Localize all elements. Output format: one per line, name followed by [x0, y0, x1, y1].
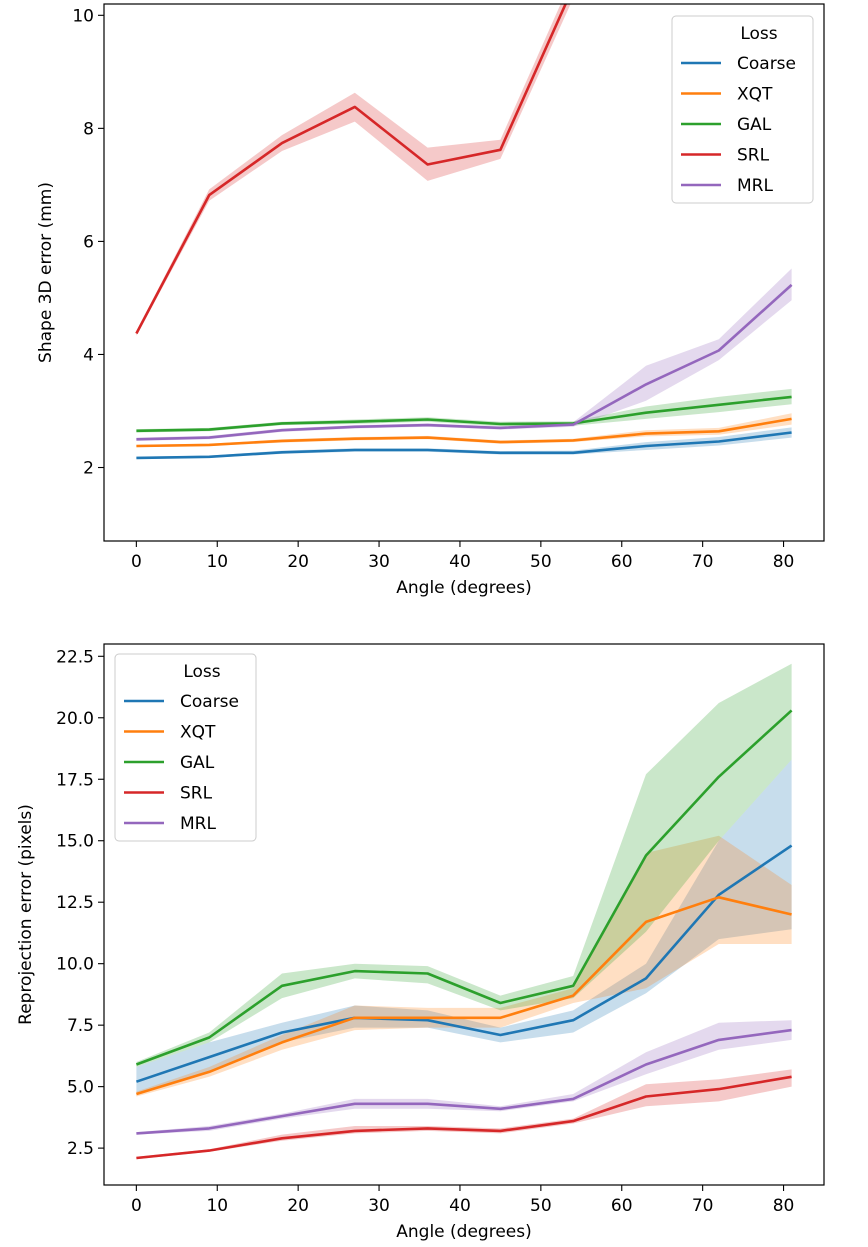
x-tick-label: 0: [131, 552, 142, 572]
plot-area: [135, 663, 793, 1160]
y-tick-label: 8: [83, 119, 94, 139]
series-line-srl: [135, 4, 568, 335]
legend-title: Loss: [183, 662, 220, 682]
y-tick-label: 15.0: [56, 832, 94, 852]
series-line-xqt: [136, 895, 792, 1096]
y-axis-label: Reprojection error (pixels): [16, 804, 36, 1025]
x-tick-label: 80: [773, 1196, 795, 1216]
legend-title: Loss: [740, 24, 777, 44]
band-xqt: [136, 835, 792, 1097]
x-tick-label: 10: [206, 1196, 228, 1216]
shape-error-chart: 0 10 20 30 40 50 60 70 80 2 4 6 8 10 Angle (degrees) Sh…: [36, 3, 825, 598]
x-tick-label: 30: [368, 1196, 390, 1216]
x-tick-label: 40: [449, 1196, 471, 1216]
x-tick-label: 70: [692, 552, 714, 572]
legend-label-mrl: MRL: [180, 814, 216, 834]
series-line-xqt: [136, 417, 792, 448]
legend-label-srl: SRL: [180, 784, 213, 804]
x-tick-label: 70: [692, 1196, 714, 1216]
legend: Loss Coarse XQT GAL SRL MRL: [114, 653, 257, 842]
y-tick-label: 2.5: [67, 1139, 94, 1159]
x-axis-label: Angle (degrees): [396, 1222, 531, 1242]
x-tick-label: 10: [206, 552, 228, 572]
legend-label-coarse: Coarse: [180, 692, 239, 712]
y-tick-label: 5.0: [67, 1078, 94, 1098]
x-tick-label: 30: [368, 552, 390, 572]
y-tick-label: 4: [83, 345, 94, 365]
axes-frame: [103, 643, 825, 1186]
band-gal: [136, 388, 792, 433]
reprojection-error-chart: 0 10 20 30 40 50 60 70 80 2.5 5.0 7.5 10.0 12.5 15.0 17…: [16, 643, 825, 1242]
legend: Loss Coarse XQT GAL SRL MRL: [671, 15, 814, 204]
y-tick-label: 17.5: [56, 770, 94, 790]
x-tick-label: 60: [611, 552, 633, 572]
y-tick-label: 2: [83, 459, 94, 479]
series-line-gal: [136, 395, 792, 433]
axes-frame: [103, 3, 825, 542]
y-tick-label: 10: [72, 6, 94, 26]
series-line-mrl: [136, 1028, 792, 1135]
y-axis-label: Shape 3D error (mm): [36, 182, 56, 363]
y-tick-label: 12.5: [56, 893, 94, 913]
y-tick-label: 10.0: [56, 955, 94, 975]
band-mrl: [136, 1020, 792, 1135]
series-line-coarse: [136, 431, 792, 460]
legend-label-mrl: MRL: [737, 176, 773, 196]
series-line-coarse: [135, 844, 793, 1083]
band-mrl: [136, 268, 792, 441]
band-gal: [136, 663, 792, 1067]
legend-label-srl: SRL: [737, 146, 770, 166]
y-tick-label: 6: [83, 232, 94, 252]
y-tick-label: 20.0: [56, 709, 94, 729]
x-tick-label: 20: [287, 552, 309, 572]
y-tick-label: 7.5: [67, 1016, 94, 1036]
x-tick-label: 50: [530, 1196, 552, 1216]
band-xqt: [136, 413, 792, 448]
legend-label-gal: GAL: [737, 115, 772, 135]
x-tick-label: 50: [530, 552, 552, 572]
x-tick-label: 0: [131, 1196, 142, 1216]
legend-label-xqt: XQT: [180, 723, 216, 743]
x-tick-label: 80: [773, 552, 795, 572]
x-axis-label: Angle (degrees): [396, 578, 531, 598]
legend-box: [671, 15, 814, 204]
legend-box: [114, 653, 257, 842]
legend-label-gal: GAL: [180, 753, 215, 773]
series-line-gal: [135, 709, 793, 1066]
x-tick-label: 40: [449, 552, 471, 572]
legend-label-coarse: Coarse: [737, 54, 796, 74]
series-line-mrl: [136, 283, 793, 441]
x-tick-label: 60: [611, 1196, 633, 1216]
y-tick-label: 22.5: [56, 647, 94, 667]
x-tick-label: 20: [287, 1196, 309, 1216]
legend-label-xqt: XQT: [737, 85, 773, 105]
plot-area: [135, 4, 793, 460]
series-line-srl: [136, 1075, 792, 1160]
